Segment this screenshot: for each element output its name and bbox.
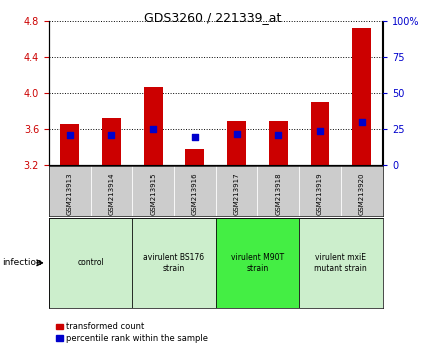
Text: control: control [77, 258, 104, 267]
Point [108, 132, 115, 137]
Text: GSM213915: GSM213915 [150, 172, 156, 215]
Point [317, 128, 323, 134]
Point [358, 119, 365, 124]
Text: GSM213914: GSM213914 [108, 172, 114, 215]
Bar [185, 149, 204, 165]
Bar [299, 218, 382, 308]
Text: GSM213913: GSM213913 [67, 172, 73, 215]
Point [191, 134, 198, 139]
Text: GSM213916: GSM213916 [192, 172, 198, 215]
Legend: transformed count, percentile rank within the sample: transformed count, percentile rank withi… [53, 319, 212, 346]
Bar [144, 87, 162, 165]
Bar [60, 124, 79, 165]
Bar [49, 218, 132, 308]
Text: GSM213919: GSM213919 [317, 172, 323, 215]
Point [150, 127, 156, 132]
Text: GSM213918: GSM213918 [275, 172, 281, 215]
Bar [102, 118, 121, 165]
Bar [269, 121, 288, 165]
Point [66, 132, 73, 138]
Point [233, 131, 240, 137]
Point [275, 132, 282, 137]
Text: virulent M90T
strain: virulent M90T strain [231, 253, 284, 273]
Bar [215, 218, 299, 308]
Bar [227, 121, 246, 165]
Bar [132, 218, 215, 308]
Bar [311, 102, 329, 165]
Text: GSM213920: GSM213920 [359, 172, 365, 215]
Text: virulent mxiE
mutant strain: virulent mxiE mutant strain [314, 253, 367, 273]
Bar [352, 28, 371, 165]
Text: GDS3260 / 221339_at: GDS3260 / 221339_at [144, 11, 281, 24]
Text: avirulent BS176
strain: avirulent BS176 strain [143, 253, 204, 273]
Text: GSM213917: GSM213917 [234, 172, 240, 215]
Text: infection: infection [2, 258, 42, 267]
